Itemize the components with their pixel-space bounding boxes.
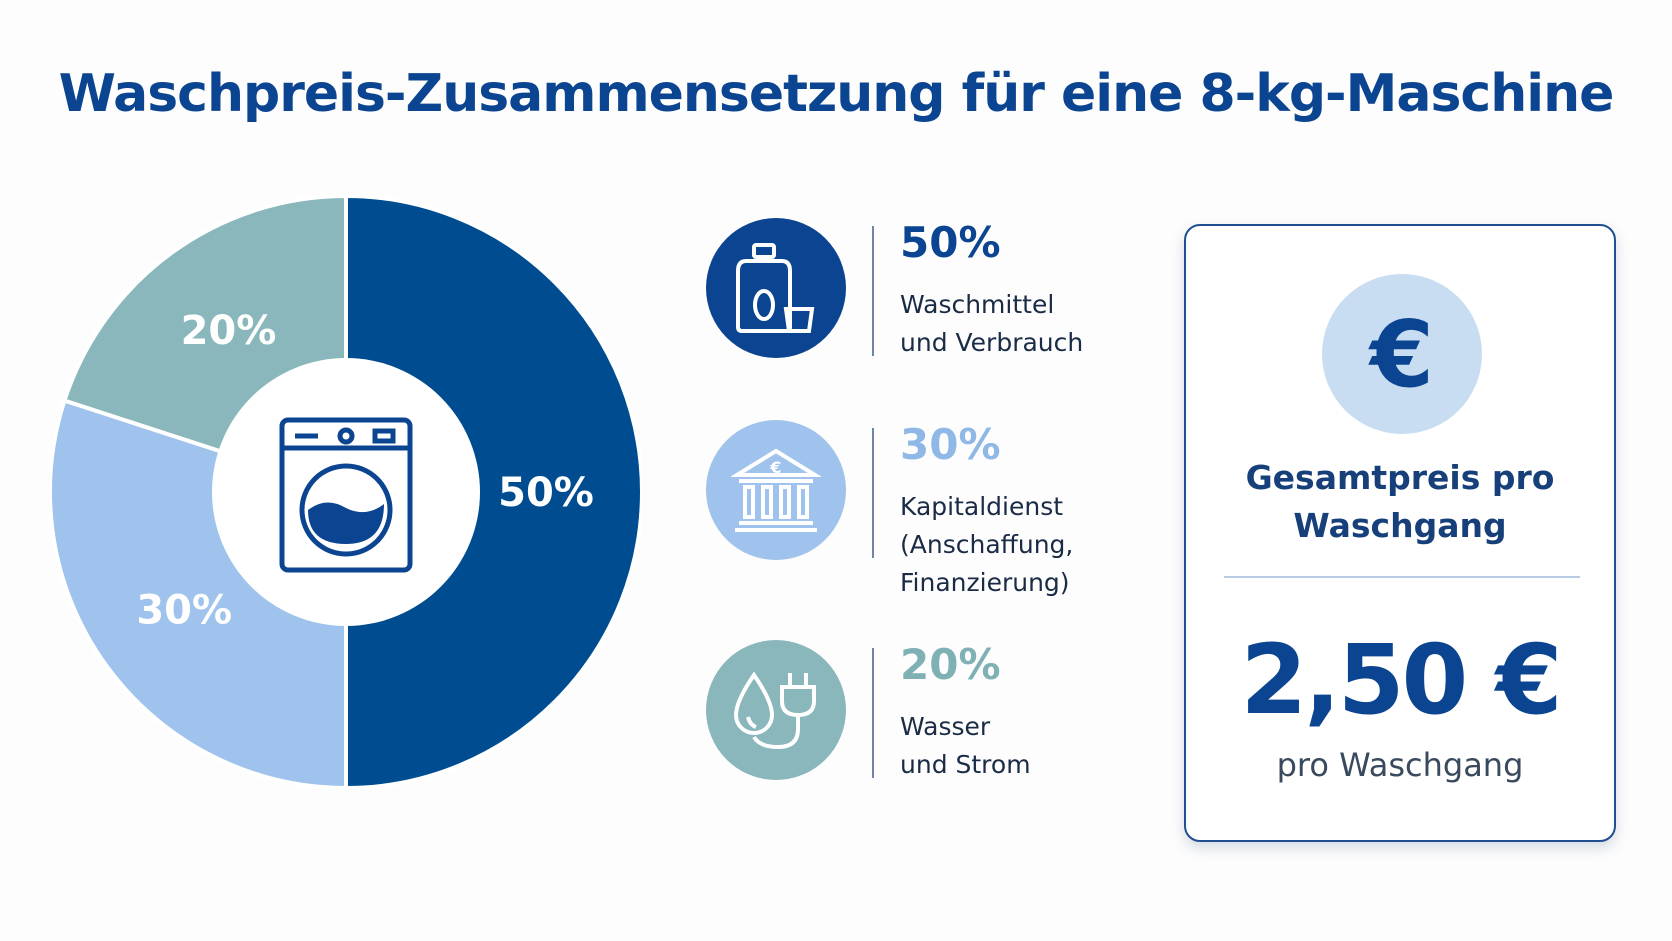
legend-percent: 50%	[900, 218, 1001, 267]
legend-label: Wasser und Strom	[900, 708, 1031, 784]
legend-label: Waschmittel und Verbrauch	[900, 286, 1083, 362]
legend-circle: €	[706, 420, 846, 560]
total-price-label-line: Waschgang	[1293, 506, 1507, 545]
slice-label: 20%	[181, 308, 277, 354]
total-price-unit: pro Waschgang	[1276, 746, 1524, 784]
legend-label-line: Kapitaldienst	[900, 492, 1064, 521]
slice-label: 50%	[498, 470, 594, 516]
legend-circle	[706, 640, 846, 780]
legend-label-line: Wasser	[900, 712, 991, 741]
legend-label-line: und Strom	[900, 750, 1031, 779]
legend-label: Kapitaldienst (Anschaffung, Finanzierung…	[900, 488, 1073, 602]
legend-label-line: (Anschaffung,	[900, 530, 1074, 559]
bank-icon: €	[731, 448, 821, 532]
card-divider	[1224, 576, 1580, 578]
legend-label-line: und Verbrauch	[900, 328, 1084, 357]
washing-machine-icon	[279, 417, 413, 573]
page-title: Waschpreis-Zusammensetzung für eine 8-kg…	[58, 64, 1615, 124]
donut-chart: 50% 30% 20%	[50, 193, 642, 791]
total-price-label-line: Gesamtpreis pro	[1245, 458, 1555, 497]
legend-percent: 30%	[900, 420, 1001, 469]
legend-divider	[872, 226, 874, 356]
water-electricity-icon	[733, 671, 816, 750]
legend-percent: 20%	[900, 640, 1001, 689]
pie-slice	[344, 193, 642, 791]
legend-item-water-electricity: 20% Wasser und Strom	[706, 640, 1126, 790]
euro-icon: €	[1322, 274, 1482, 434]
detergent-icon	[736, 243, 815, 333]
legend-item-capital: € 30% Kapitaldienst (Anschaffung, Finanz…	[706, 420, 1126, 597]
legend-circle	[706, 218, 846, 358]
total-price-card: € Gesamtpreis pro Waschgang 2,50 € pro W…	[1184, 224, 1616, 842]
legend-label-line: Waschmittel	[900, 290, 1055, 319]
total-price-amount: 2,50 €	[1240, 624, 1562, 736]
legend-divider	[872, 428, 874, 558]
slice-label: 30%	[136, 588, 232, 634]
legend-item-detergent: 50% Waschmittel und Verbrauch	[706, 218, 1126, 368]
total-price-label: Gesamtpreis pro Waschgang	[1186, 454, 1614, 550]
svg-text:€: €	[769, 458, 781, 477]
legend-divider	[872, 648, 874, 778]
legend-label-line: Finanzierung)	[900, 568, 1070, 597]
